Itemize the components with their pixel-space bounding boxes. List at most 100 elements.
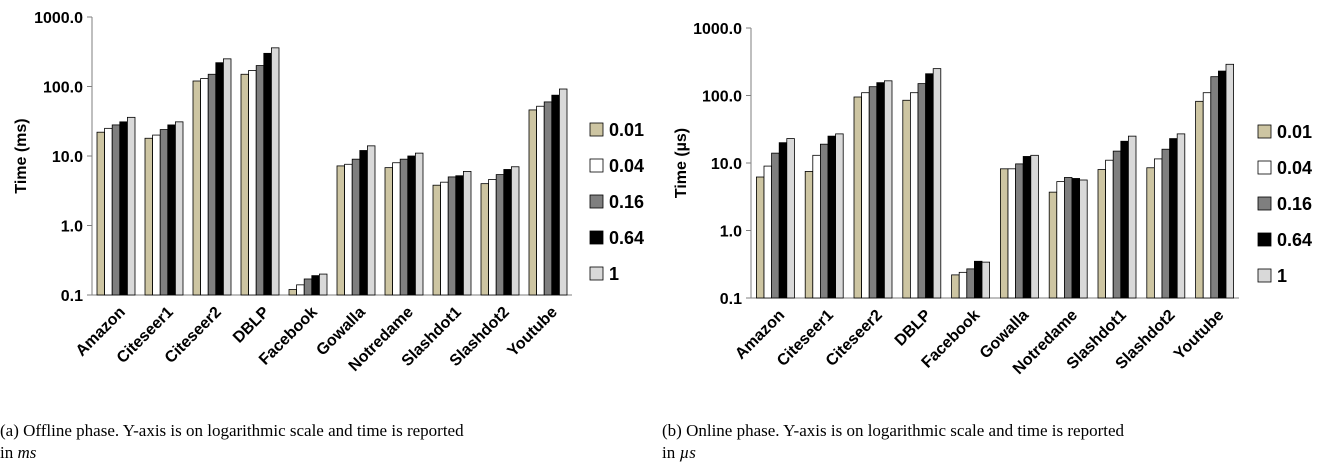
bar bbox=[786, 138, 795, 299]
bar bbox=[999, 168, 1009, 299]
legend-swatch bbox=[589, 194, 604, 209]
bar bbox=[366, 145, 376, 296]
bar bbox=[311, 275, 320, 296]
bar bbox=[951, 274, 960, 299]
legend-swatch bbox=[589, 158, 604, 173]
bar bbox=[344, 163, 353, 296]
y-tick-label: 1.0 bbox=[61, 219, 83, 236]
category-label: DBLP bbox=[230, 304, 273, 347]
bar bbox=[104, 127, 113, 296]
bar bbox=[288, 289, 297, 296]
bar bbox=[812, 154, 821, 299]
legend-label: 0.16 bbox=[609, 192, 644, 212]
y-tick-label: 10.0 bbox=[52, 149, 83, 166]
y-tick-label: 1.0 bbox=[720, 224, 742, 241]
bar bbox=[359, 150, 368, 296]
bar bbox=[144, 137, 153, 296]
y-axis-title: Time (µs) bbox=[673, 128, 690, 198]
y-tick-label: 10.0 bbox=[711, 156, 742, 173]
bar bbox=[1169, 138, 1178, 299]
bar bbox=[804, 171, 814, 299]
bar bbox=[861, 92, 870, 299]
bar bbox=[778, 142, 788, 299]
bar bbox=[1112, 150, 1122, 299]
caption-b-line2: in bbox=[662, 443, 680, 462]
bar bbox=[528, 109, 537, 296]
legend-swatch bbox=[1257, 160, 1272, 175]
y-tick-label: 100.0 bbox=[43, 80, 83, 97]
legend-swatch bbox=[1257, 268, 1272, 283]
bar bbox=[1056, 181, 1065, 299]
bar bbox=[925, 73, 934, 299]
bar bbox=[480, 183, 489, 296]
y-tick-label: 0.1 bbox=[61, 288, 83, 305]
bar bbox=[902, 99, 911, 299]
bar bbox=[174, 121, 184, 296]
bar bbox=[192, 80, 201, 296]
bar bbox=[909, 92, 919, 299]
bar bbox=[1146, 167, 1155, 299]
bar bbox=[392, 162, 401, 296]
bar bbox=[1007, 168, 1016, 299]
bar bbox=[462, 171, 472, 296]
bar bbox=[384, 167, 393, 296]
bar bbox=[440, 181, 449, 296]
bar bbox=[127, 116, 136, 296]
bar bbox=[973, 260, 983, 299]
bar bbox=[503, 169, 512, 296]
legend-swatch bbox=[589, 266, 604, 281]
bar bbox=[819, 143, 829, 299]
bar bbox=[763, 165, 772, 299]
bar bbox=[447, 176, 457, 296]
bar bbox=[958, 271, 968, 299]
bar bbox=[96, 131, 105, 296]
bar bbox=[1210, 76, 1219, 299]
y-axis-title: Time (ms) bbox=[13, 118, 30, 193]
bar bbox=[255, 65, 265, 296]
bar bbox=[827, 135, 836, 299]
bar bbox=[835, 133, 844, 299]
bar bbox=[399, 158, 409, 296]
y-tick-label: 100.0 bbox=[702, 89, 742, 106]
bar bbox=[240, 73, 249, 296]
bar bbox=[159, 129, 169, 296]
bar bbox=[1071, 178, 1080, 299]
bar bbox=[270, 47, 280, 296]
bar bbox=[414, 152, 424, 296]
caption-a-line2: in bbox=[0, 443, 18, 462]
caption-b: (b) Online phase. Y-axis is on logarithm… bbox=[662, 420, 1321, 464]
bar bbox=[1097, 169, 1106, 299]
bar bbox=[551, 94, 560, 296]
caption-b-unit: µs bbox=[679, 443, 696, 462]
bar bbox=[1195, 100, 1204, 299]
bar bbox=[200, 78, 209, 296]
bar bbox=[296, 284, 305, 296]
bar bbox=[966, 268, 975, 299]
bar bbox=[1127, 135, 1137, 299]
bar bbox=[883, 80, 893, 299]
y-tick-label: 1000.0 bbox=[34, 10, 83, 27]
bar bbox=[536, 105, 545, 296]
legend-swatch bbox=[1257, 124, 1272, 139]
bar bbox=[318, 273, 328, 296]
legend-label: 0.04 bbox=[1277, 158, 1312, 178]
bar bbox=[1153, 158, 1163, 299]
bar bbox=[1022, 156, 1032, 299]
y-tick-label: 1000.0 bbox=[693, 21, 742, 38]
bar bbox=[1202, 92, 1212, 299]
bar bbox=[207, 73, 217, 296]
bar bbox=[432, 184, 441, 296]
bar bbox=[1176, 133, 1186, 299]
bar bbox=[868, 86, 878, 299]
bar bbox=[1161, 148, 1170, 299]
bar bbox=[771, 152, 780, 299]
legend-label: 0.01 bbox=[1277, 122, 1312, 142]
bar bbox=[1105, 159, 1114, 299]
legend-swatch bbox=[1257, 232, 1272, 247]
bar bbox=[407, 155, 416, 296]
bar bbox=[1225, 63, 1234, 299]
legend-label: 0.01 bbox=[609, 120, 644, 140]
bar bbox=[876, 82, 885, 299]
